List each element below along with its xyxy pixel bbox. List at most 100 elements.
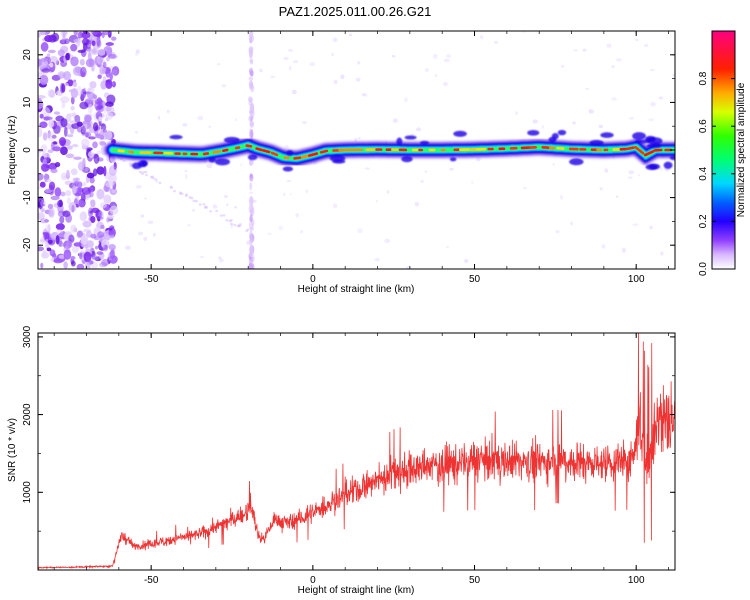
noise-blob: [627, 176, 633, 179]
noise-blob: [95, 105, 105, 113]
y-tick-label: -10: [22, 190, 33, 205]
noise-blob: [424, 68, 429, 73]
noise-blob: [40, 41, 49, 52]
noise-blob: [51, 134, 57, 139]
heatmap-ridge-layer: [104, 129, 675, 172]
noise-blob: [649, 225, 653, 230]
noise-blob: [96, 166, 105, 175]
noise-blob: [391, 54, 396, 58]
noise-blob: [111, 188, 117, 194]
noise-blob: [374, 257, 380, 262]
noise-blob: [111, 66, 120, 76]
noise-blob: [81, 138, 90, 149]
noise-blob: [644, 44, 649, 47]
noise-blob: [111, 36, 117, 41]
noise-blob: [102, 76, 107, 83]
noise-blob: [100, 224, 105, 230]
noise-blob: [134, 131, 139, 134]
ridge-side-blob: [453, 130, 467, 137]
noise-blob: [62, 33, 66, 44]
noise-blob: [82, 220, 92, 228]
noise-blob: [110, 69, 118, 75]
noise-blob: [40, 208, 45, 213]
noise-blob: [62, 210, 71, 218]
noise-blob: [70, 56, 79, 67]
noise-blob: [143, 236, 148, 241]
y-tick-label: 10: [22, 96, 33, 108]
noise-blob: [55, 235, 60, 245]
noise-blob: [63, 70, 72, 81]
noise-blob: [197, 115, 204, 121]
noise-blob: [47, 130, 51, 139]
noise-blob: [70, 260, 76, 267]
noise-blob: [628, 170, 635, 175]
noise-blob: [446, 245, 449, 249]
noise-blob: [42, 132, 48, 141]
noise-blob: [99, 134, 105, 140]
noise-blob: [105, 42, 114, 46]
noise-blob: [63, 261, 68, 269]
x-tick-label: 0: [310, 575, 316, 586]
noise-blob: [151, 176, 155, 180]
noise-blob: [464, 258, 469, 264]
noise-blob: [50, 195, 60, 201]
noise-blob: [39, 113, 44, 119]
snr-x-axis: -50 0 50 100: [53, 333, 669, 586]
noise-blob: [634, 38, 639, 42]
noise-blob: [73, 38, 83, 44]
noise-blob: [109, 249, 115, 260]
noise-blob: [140, 214, 145, 218]
noise-blob: [138, 170, 142, 174]
noise-blob: [68, 202, 77, 213]
noise-blob: [100, 123, 107, 131]
noise-blob: [80, 234, 89, 245]
noise-blob: [88, 103, 93, 115]
snr-series-line: [38, 333, 675, 570]
noise-blob: [248, 114, 254, 121]
noise-blob: [53, 111, 61, 115]
ridge-side-blob: [137, 160, 148, 168]
noise-blob: [52, 146, 62, 152]
noise-blob: [249, 34, 255, 43]
noise-blob: [89, 177, 95, 184]
noise-blob: [47, 89, 55, 98]
noise-blob: [354, 137, 357, 143]
noise-blob: [219, 214, 223, 217]
noise-blob: [109, 205, 119, 215]
noise-blob: [185, 174, 188, 179]
noise-blob: [38, 153, 41, 157]
noise-blob: [249, 247, 253, 258]
noise-blob: [632, 223, 639, 227]
noise-blob: [217, 256, 222, 259]
noise-blob: [55, 223, 65, 231]
noise-blob: [109, 173, 118, 183]
noise-blob: [94, 100, 103, 111]
noise-blob: [291, 89, 297, 95]
noise-blob: [259, 68, 263, 73]
ridge-side-blob: [404, 135, 417, 140]
noise-blob: [141, 171, 145, 174]
ridge-side-blob: [396, 137, 403, 146]
noise-blob: [97, 216, 101, 222]
noise-blob: [249, 105, 255, 115]
noise-blob: [249, 70, 254, 77]
noise-blob: [60, 45, 69, 54]
noise-blob: [248, 98, 253, 103]
noise-blob: [184, 194, 188, 197]
noise-blob: [443, 58, 450, 63]
ridge-core-segment: [319, 149, 329, 154]
noise-blob: [82, 181, 87, 187]
ridge-core-segment: [245, 144, 253, 148]
noise-blob: [224, 195, 229, 198]
noise-blob: [65, 240, 73, 249]
ridge-side-blob: [632, 132, 646, 140]
noise-blob: [226, 203, 229, 207]
noise-blob: [105, 112, 114, 120]
noise-blob: [84, 114, 92, 123]
spectrogram-y-label: Frequency (Hz): [7, 116, 18, 185]
noise-blob: [124, 245, 131, 250]
noise-blob: [611, 97, 618, 101]
noise-blob: [138, 231, 144, 236]
snr-frame: [37, 332, 676, 571]
noise-blob: [54, 187, 62, 197]
